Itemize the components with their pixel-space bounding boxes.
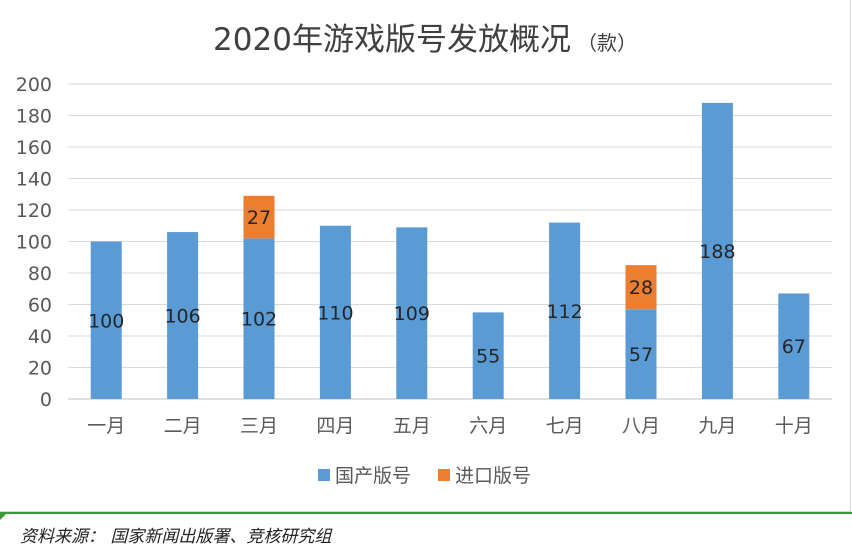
legend-label: 进口版号 bbox=[455, 465, 531, 487]
x-tick-label: 二月 bbox=[164, 415, 202, 437]
x-axis-ticks: 一月 二月 三月 四月 五月 六月 七月 八月 九月 十月 bbox=[87, 415, 813, 437]
y-tick-label: 140 bbox=[16, 169, 52, 191]
x-tick-label: 九月 bbox=[698, 415, 736, 437]
x-tick-label: 五月 bbox=[393, 415, 431, 437]
y-tick-label: 0 bbox=[40, 389, 52, 411]
y-tick-label: 40 bbox=[28, 326, 52, 348]
data-label: 112 bbox=[546, 301, 582, 323]
data-label: 67 bbox=[782, 336, 806, 358]
data-label: 109 bbox=[394, 303, 430, 325]
y-tick-label: 200 bbox=[16, 74, 52, 96]
data-label: 102 bbox=[241, 309, 277, 331]
bar-imported bbox=[243, 195, 275, 239]
data-label: 57 bbox=[629, 344, 653, 366]
chart-title-main: 2020年游戏版号发放概况 bbox=[213, 22, 571, 58]
y-tick-label: 20 bbox=[28, 358, 52, 380]
chart-title: 2020年游戏版号发放概况 （款） bbox=[213, 22, 637, 58]
y-tick-label: 180 bbox=[16, 106, 52, 128]
y-tick-label: 80 bbox=[28, 263, 52, 285]
legend-swatch bbox=[318, 469, 330, 481]
legend-label: 国产版号 bbox=[335, 465, 411, 487]
y-tick-label: 160 bbox=[16, 137, 52, 159]
bar-domestic bbox=[472, 312, 504, 399]
bar-domestic bbox=[167, 232, 199, 399]
y-tick-label: 120 bbox=[16, 200, 52, 222]
legend-swatch bbox=[438, 469, 450, 481]
data-label: 188 bbox=[699, 241, 735, 263]
footer-corner-mark bbox=[0, 514, 6, 520]
legend: 国产版号 进口版号 bbox=[318, 465, 531, 487]
y-axis-ticks: 0 20 40 60 80 100 120 140 160 180 200 bbox=[16, 74, 52, 411]
data-label: 55 bbox=[476, 346, 500, 368]
bar-domestic bbox=[90, 241, 122, 399]
bar-domestic bbox=[319, 225, 351, 399]
x-tick-label: 一月 bbox=[87, 415, 125, 437]
x-tick-label: 八月 bbox=[622, 415, 660, 437]
data-label: 106 bbox=[164, 306, 200, 328]
x-tick-label: 三月 bbox=[240, 415, 278, 437]
chart-frame: 2020年游戏版号发放概况 （款） 0 20 40 60 80 100 120 140 160 18… bbox=[0, 0, 851, 512]
x-tick-label: 六月 bbox=[469, 415, 507, 437]
chart-title-unit: （款） bbox=[577, 31, 637, 55]
data-labels: 100 106 102 27 110 109 55 112 57 28 188 67 bbox=[88, 207, 806, 368]
bar-imported bbox=[625, 265, 657, 310]
y-tick-label: 60 bbox=[28, 295, 52, 317]
bar-domestic bbox=[778, 293, 810, 399]
data-label: 27 bbox=[247, 207, 271, 229]
bars bbox=[90, 102, 810, 400]
x-tick-label: 十月 bbox=[775, 415, 813, 437]
data-label: 110 bbox=[317, 302, 353, 324]
x-tick-label: 四月 bbox=[316, 415, 354, 437]
bar-domestic bbox=[243, 238, 275, 399]
source-note: 资料来源： 国家新闻出版署、竞核研究组 bbox=[20, 527, 332, 547]
data-label: 28 bbox=[629, 277, 653, 299]
source-footer: 资料来源： 国家新闻出版署、竞核研究组 bbox=[0, 512, 852, 550]
bar-domestic bbox=[625, 309, 657, 399]
bar-domestic bbox=[701, 102, 733, 400]
bar-domestic bbox=[396, 227, 428, 399]
y-tick-label: 100 bbox=[16, 232, 52, 254]
x-tick-label: 七月 bbox=[546, 415, 584, 437]
chart-svg: 2020年游戏版号发放概况 （款） 0 20 40 60 80 100 120 140 160 18… bbox=[16, 22, 832, 487]
bar-domestic bbox=[549, 222, 581, 399]
data-label: 100 bbox=[88, 310, 124, 332]
